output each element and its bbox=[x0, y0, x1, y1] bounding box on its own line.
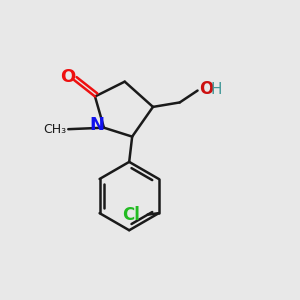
Text: N: N bbox=[89, 116, 104, 134]
Text: H: H bbox=[210, 82, 221, 97]
Text: O: O bbox=[60, 68, 75, 85]
Text: Cl: Cl bbox=[122, 206, 140, 224]
Text: O: O bbox=[199, 80, 213, 98]
Text: CH₃: CH₃ bbox=[43, 123, 66, 136]
